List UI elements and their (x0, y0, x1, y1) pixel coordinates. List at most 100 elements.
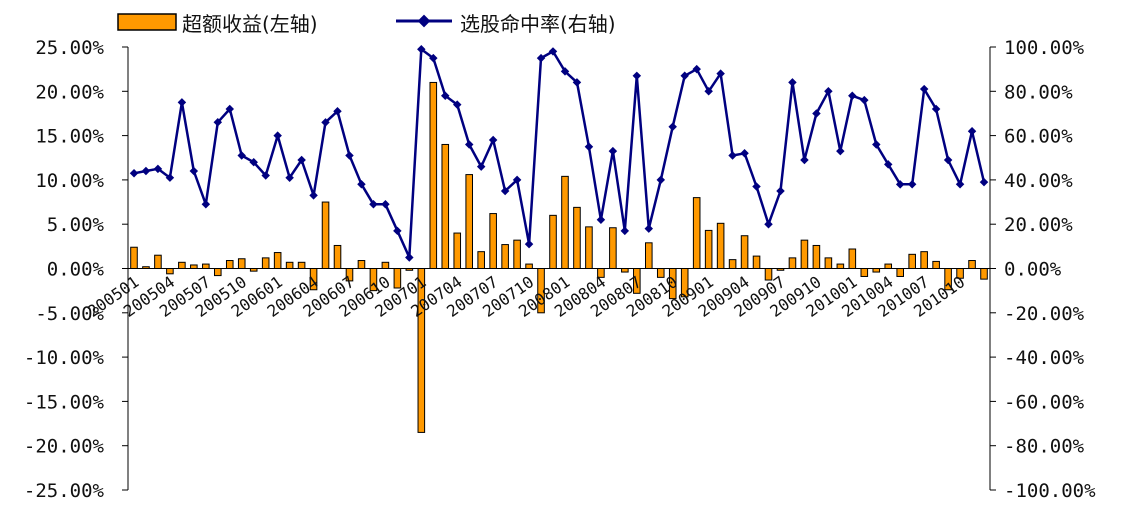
bar (788, 257, 797, 270)
line-point (237, 151, 246, 160)
bar (633, 268, 641, 294)
line-point (919, 84, 929, 94)
bar (429, 81, 438, 269)
line-point (740, 149, 749, 158)
right-tick-label: 40.00% (1004, 170, 1073, 192)
bar (968, 260, 976, 270)
x-tick-labels: 2005012005042005072005102006012006042006… (84, 272, 968, 321)
bar (824, 257, 833, 270)
bar (692, 197, 701, 269)
line-point (548, 47, 558, 56)
bar (872, 268, 881, 273)
bar (381, 261, 390, 270)
left-tick-label: 20.00% (35, 81, 104, 103)
bar (249, 268, 258, 272)
bar (513, 239, 521, 269)
bar (668, 268, 677, 300)
line-point (955, 180, 965, 189)
bar (740, 235, 749, 270)
line-point (129, 169, 139, 178)
line-point (692, 64, 701, 74)
line-point (608, 146, 618, 156)
bar (752, 255, 761, 270)
line-point (728, 151, 737, 160)
line-point (273, 131, 282, 140)
left-tick-label: 0.00% (47, 259, 105, 281)
bar (333, 244, 342, 270)
line-point (872, 140, 881, 149)
bar (142, 266, 150, 269)
line-point (572, 78, 582, 87)
bar (561, 175, 569, 269)
bar (237, 258, 246, 269)
left-tick-label: -25.00% (24, 480, 105, 502)
line-point (141, 166, 151, 176)
line-point (632, 71, 642, 81)
line-point (297, 155, 306, 165)
bar (848, 248, 857, 269)
bar (609, 227, 617, 270)
bar (573, 206, 581, 269)
right-tick-label: -20.00% (1004, 303, 1085, 325)
line-point (225, 104, 235, 114)
axes: 25.00% 20.00% 15.00% 10.00% 5.00% 0.00% -5.00%… (24, 37, 1096, 502)
line-point (405, 253, 414, 262)
line-point (177, 98, 187, 107)
line-point (656, 175, 666, 185)
bar (525, 263, 533, 270)
line-point (883, 160, 893, 169)
bar (585, 226, 593, 269)
right-tick-label: 80.00% (1004, 81, 1073, 103)
right-tick-label: 20.00% (1004, 214, 1073, 236)
bar (465, 174, 474, 269)
bar (417, 268, 426, 433)
bar (728, 259, 737, 270)
right-tick-label: 100.00% (1004, 37, 1085, 59)
legend-line-label: 选股命中率(右轴) (460, 12, 616, 36)
bar (932, 260, 940, 269)
line-point (860, 95, 869, 105)
line-point (979, 177, 989, 187)
bar (261, 257, 270, 270)
bar (884, 263, 893, 270)
line-point (752, 182, 761, 191)
right-tick-label: -40.00% (1004, 347, 1085, 369)
line-point (369, 200, 378, 209)
line-point (285, 173, 294, 182)
left-tick-label: 5.00% (47, 214, 105, 236)
right-tick-label: -60.00% (1004, 391, 1085, 413)
line-point (644, 224, 654, 233)
bar (680, 268, 689, 298)
hit-rate-line (133, 47, 986, 259)
bar (549, 214, 557, 269)
bar (166, 268, 174, 275)
line-point (201, 200, 211, 209)
line-point (476, 162, 486, 171)
bar (225, 260, 234, 270)
bar (836, 263, 845, 270)
right-tick-label: -100.00% (1004, 480, 1096, 502)
line-series (129, 44, 989, 262)
bar (812, 244, 821, 270)
bar (477, 251, 485, 269)
line-point (165, 173, 175, 182)
bar (621, 268, 629, 273)
bar (441, 143, 450, 270)
legend: 超额收益(左轴) 选股命中率(右轴) (117, 12, 616, 36)
line-point (704, 87, 713, 96)
bar (213, 268, 222, 277)
bar (357, 260, 366, 270)
bar (489, 213, 497, 269)
legend-bar-swatch (117, 13, 177, 31)
line-point (848, 91, 857, 100)
line-point (788, 78, 797, 87)
bar (644, 242, 653, 269)
bar (202, 263, 210, 270)
bar (896, 268, 905, 277)
line-point (764, 219, 773, 229)
line-point (393, 226, 402, 236)
line-point (776, 186, 785, 196)
line-point (800, 155, 809, 165)
line-point (620, 226, 630, 236)
